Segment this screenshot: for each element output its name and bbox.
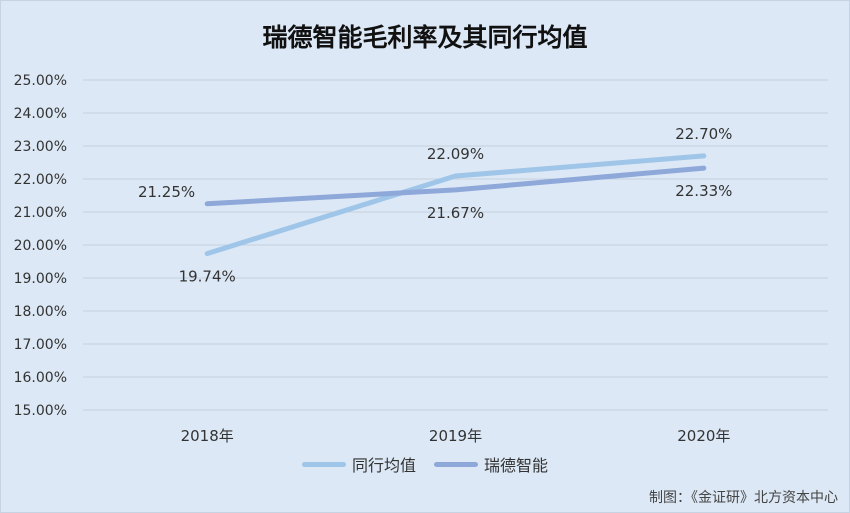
y-tick-label: 25.00% [14, 73, 67, 89]
series-line-1 [204, 165, 707, 207]
y-tick-label: 15.00% [14, 403, 67, 419]
y-tick-label: 17.00% [14, 337, 67, 353]
y-tick-label: 16.00% [14, 370, 67, 386]
legend-label-ruide: 瑞德智能 [484, 456, 549, 475]
y-tick-label: 20.00% [14, 238, 67, 254]
y-tick-label: 23.00% [14, 139, 67, 155]
y-tick-label: 19.00% [14, 271, 67, 287]
data-label: 22.33% [675, 182, 732, 200]
data-label: 19.74% [179, 268, 236, 286]
chart-title: 瑞德智能毛利率及其同行均值 [262, 23, 588, 52]
y-tick-label: 24.00% [14, 106, 67, 122]
legend: 同行均值 瑞德智能 [0, 452, 850, 476]
x-tick-label: 2020年 [677, 427, 730, 445]
source-credit: 制图：《金证研》北方资本中心 [649, 490, 838, 506]
legend-item-peer-average: 同行均值 [301, 452, 416, 476]
data-label: 22.70% [675, 125, 732, 143]
data-label: 21.25% [138, 183, 195, 201]
y-tick-label: 21.00% [14, 205, 67, 221]
x-tick-label: 2019年 [429, 427, 482, 445]
x-axis-ticks: 2018年 2019年 2020年 [181, 427, 731, 445]
grid-lines [83, 79, 828, 411]
y-axis-ticks: 25.00% 24.00% 23.00% 22.00% 21.00% 20.00% 19.0… [14, 73, 67, 419]
y-tick-label: 22.00% [14, 172, 67, 188]
legend-item-ruide: 瑞德智能 [434, 452, 548, 476]
legend-label-peer-average: 同行均值 [351, 456, 416, 475]
data-labels: 19.74% 22.09% 22.70% 21.25% 21.67% 22.33% [138, 125, 732, 286]
data-label: 22.09% [427, 145, 484, 163]
legend-swatch-ruide [434, 461, 478, 467]
series-line-0 [204, 153, 707, 257]
x-tick-label: 2018年 [181, 427, 234, 445]
y-tick-label: 18.00% [14, 304, 67, 320]
legend-swatch-peer-average [301, 461, 346, 467]
series-lines [204, 153, 707, 257]
data-label: 21.67% [427, 204, 484, 222]
